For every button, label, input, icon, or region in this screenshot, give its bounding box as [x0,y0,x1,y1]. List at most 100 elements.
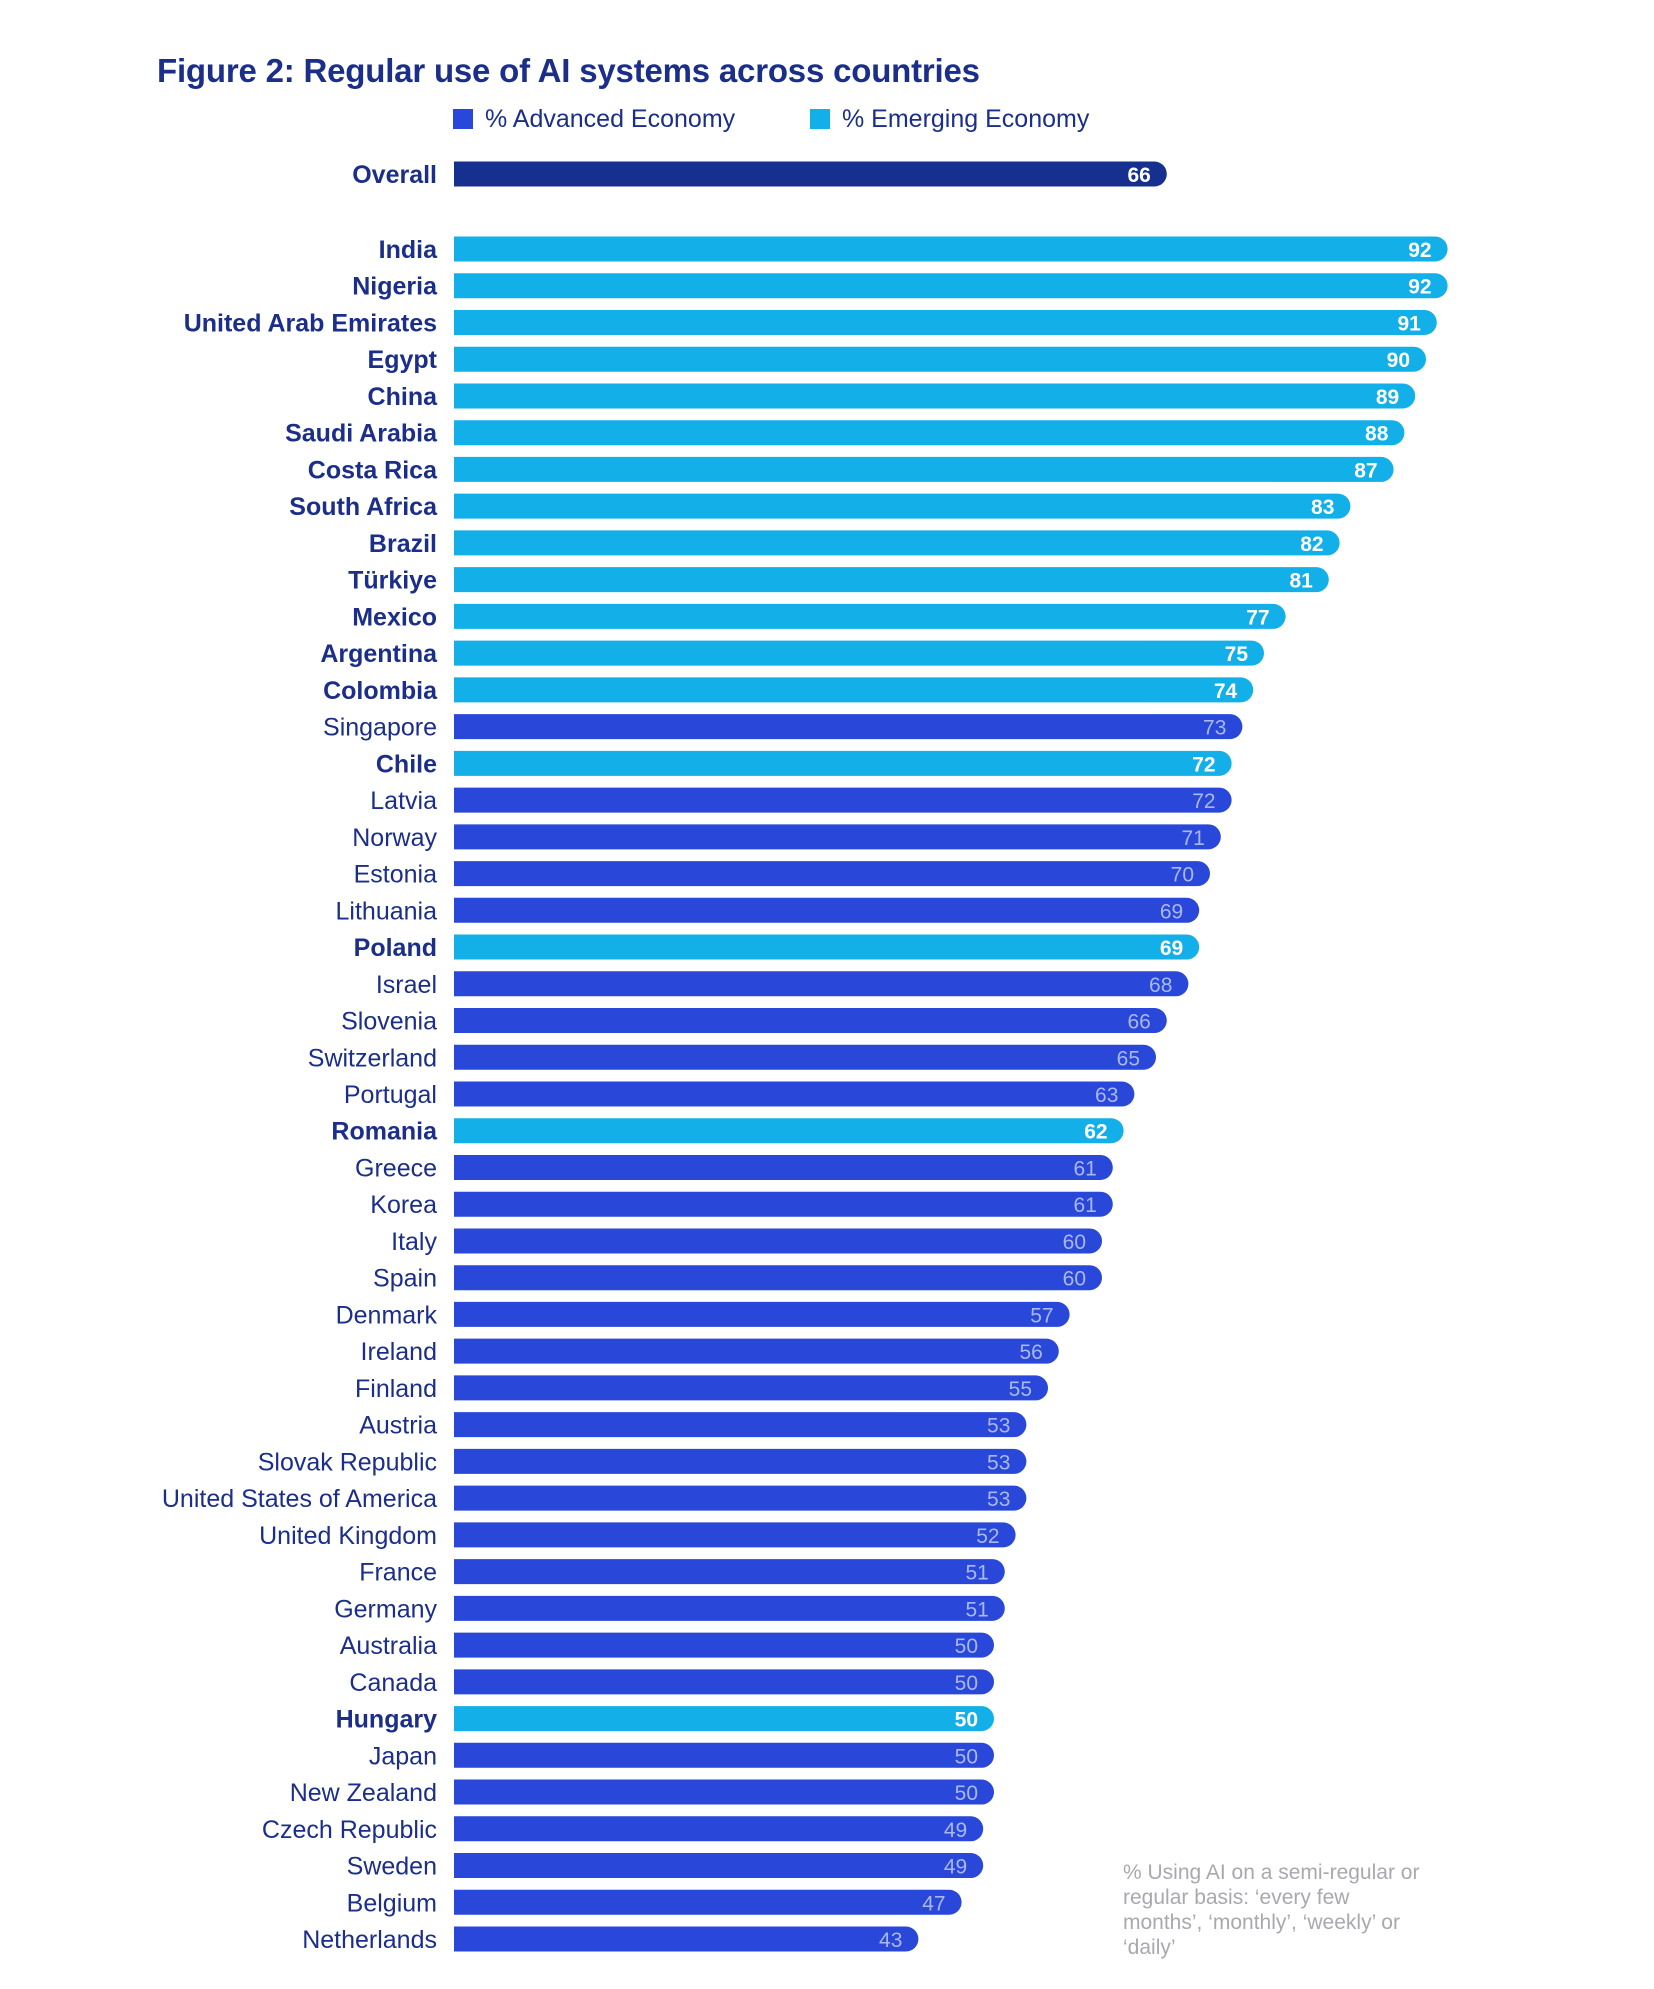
category-label-19: Poland [354,934,437,962]
bar-38 [454,1632,994,1658]
value-label-16: 71 [1181,827,1204,850]
value-label-22: 65 [1117,1047,1140,1070]
value-label-0: 92 [1408,239,1431,262]
bar-31 [454,1375,1048,1401]
value-label-36: 51 [965,1562,988,1585]
bar-40 [454,1706,994,1732]
value-label-24: 62 [1084,1121,1107,1144]
category-label-0: India [379,236,438,264]
value-label-10: 77 [1246,606,1269,629]
chart-title: Figure 2: Regular use of AI systems acro… [157,52,980,89]
value-label-45: 47 [922,1892,945,1915]
value-label-33: 53 [987,1451,1010,1474]
category-label-14: Chile [376,750,437,778]
category-label-11: Argentina [320,640,438,668]
value-label-19: 69 [1160,937,1183,960]
value-label-39: 50 [955,1672,978,1695]
category-label-21: Slovenia [341,1008,437,1036]
category-label-42: New Zealand [290,1779,437,1807]
category-label-20: Israel [376,971,437,999]
value-label-14: 72 [1192,753,1215,776]
value-label-8: 82 [1300,533,1323,556]
category-label-7: South Africa [289,493,438,521]
category-label-41: Japan [369,1742,437,1770]
category-label-23: Portugal [344,1081,437,1109]
value-label-20: 68 [1149,974,1172,997]
value-label-11: 75 [1225,643,1249,666]
category-label-17: Estonia [354,861,437,889]
bar-19 [454,934,1200,960]
bar-42 [454,1779,994,1805]
bar-44 [454,1853,984,1879]
value-label-34: 53 [987,1488,1010,1511]
value-label-29: 57 [1030,1304,1053,1327]
value-label-overall: 66 [1127,164,1150,187]
value-label-44: 49 [944,1856,967,1879]
bar-4 [454,383,1416,409]
bar-32 [454,1412,1027,1438]
value-label-2: 91 [1397,312,1421,335]
chart-footnote: % Using AI on a semi-regular or regular … [1123,1861,1420,1959]
bar-8 [454,530,1340,556]
bar-35 [454,1522,1016,1548]
bar-6 [454,456,1394,482]
value-label-26: 61 [1073,1194,1096,1217]
category-label-25: Greece [355,1154,437,1182]
bar-21 [454,1008,1167,1034]
category-label-12: Colombia [323,677,438,705]
bar-45 [454,1889,962,1915]
legend-swatch-advanced [453,109,473,129]
value-label-15: 72 [1192,790,1215,813]
value-label-9: 81 [1289,570,1313,593]
category-label-29: Denmark [336,1301,438,1329]
category-label-28: Spain [373,1265,437,1293]
category-label-4: China [368,383,439,411]
category-label-40: Hungary [336,1706,438,1734]
value-label-25: 61 [1073,1157,1096,1180]
bar-37 [454,1595,1005,1621]
category-label-36: France [359,1559,437,1587]
bar-29 [454,1301,1070,1327]
bar-11 [454,640,1264,666]
bar-1 [454,273,1448,299]
value-label-28: 60 [1063,1268,1086,1291]
legend-item-advanced: % Advanced Economy [453,104,735,134]
legend-label-advanced: % Advanced Economy [485,104,736,133]
category-label-3: Egypt [368,346,438,374]
value-label-46: 43 [879,1929,902,1952]
category-label-32: Austria [359,1412,437,1440]
category-label-43: Czech Republic [262,1816,437,1844]
value-label-42: 50 [955,1782,978,1805]
bar-22 [454,1044,1156,1070]
category-label-2: United Arab Emirates [184,309,437,337]
value-label-38: 50 [955,1635,978,1658]
bar-12 [454,677,1254,703]
value-label-7: 83 [1311,496,1334,519]
category-label-13: Singapore [323,714,437,742]
bar-17 [454,861,1210,887]
bar-0 [454,236,1448,262]
value-label-23: 63 [1095,1084,1118,1107]
category-label-9: Türkiye [348,567,437,595]
legend-swatch-emerging [810,109,830,129]
value-label-32: 53 [987,1415,1010,1438]
value-label-12: 74 [1214,680,1238,703]
category-label-38: Australia [340,1632,437,1660]
bar-28 [454,1265,1102,1291]
value-label-13: 73 [1203,717,1226,740]
bar-34 [454,1485,1027,1511]
category-label-31: Finland [355,1375,437,1403]
legend-label-emerging: % Emerging Economy [842,104,1090,133]
bar-9 [454,567,1329,593]
bar-25 [454,1154,1113,1180]
category-label-45: Belgium [347,1889,437,1917]
category-label-35: United Kingdom [259,1522,437,1550]
category-label-33: Slovak Republic [258,1448,437,1476]
category-label-30: Ireland [361,1338,437,1366]
bar-15 [454,787,1232,813]
bar-7 [454,493,1351,519]
bar-39 [454,1669,994,1695]
category-label-10: Mexico [352,603,437,631]
value-label-17: 70 [1171,864,1194,887]
